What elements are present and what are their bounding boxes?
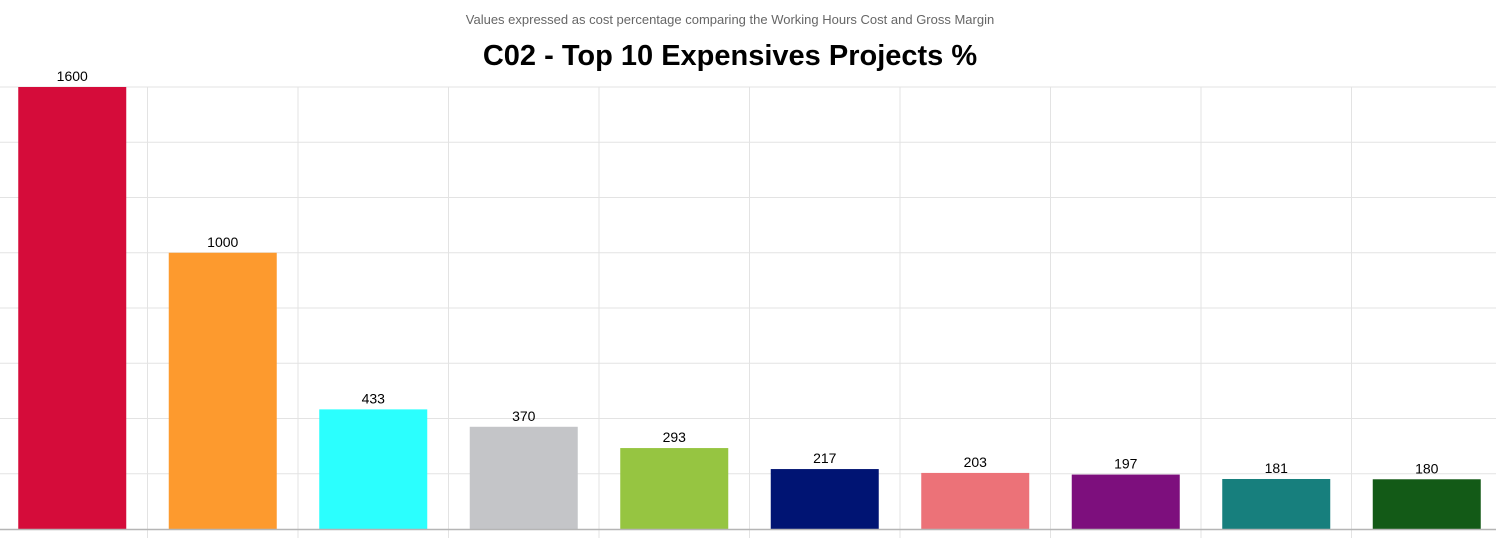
bar[interactable] bbox=[1222, 478, 1331, 529]
bar[interactable] bbox=[1071, 474, 1180, 529]
bar-value-label: 217 bbox=[813, 450, 837, 466]
bar-value-label: 293 bbox=[663, 429, 687, 445]
chart-title: C02 - Top 10 Expensives Projects % bbox=[482, 40, 978, 72]
bar[interactable] bbox=[319, 409, 428, 529]
bar-value-label: 197 bbox=[1114, 456, 1138, 472]
bar[interactable] bbox=[921, 472, 1030, 529]
bar[interactable] bbox=[770, 469, 879, 529]
data-labels: 1600 1000 433 370 293 217 203 197 181 180 bbox=[57, 68, 1439, 476]
bar-value-label: 433 bbox=[362, 390, 386, 406]
bar[interactable] bbox=[1372, 479, 1481, 529]
chart-subtitle: Values expressed as cost percentage comp… bbox=[465, 12, 995, 27]
bar[interactable] bbox=[18, 87, 127, 529]
bar-value-label: 1600 bbox=[57, 68, 88, 84]
bar-value-label: 180 bbox=[1415, 460, 1439, 476]
bar[interactable] bbox=[620, 448, 729, 529]
bar-value-label: 181 bbox=[1265, 460, 1289, 476]
bar[interactable] bbox=[168, 252, 277, 529]
bars bbox=[18, 87, 1481, 529]
bar-value-label: 370 bbox=[512, 408, 536, 424]
bar[interactable] bbox=[469, 426, 578, 529]
bar-value-label: 203 bbox=[964, 454, 988, 470]
bar-value-label: 1000 bbox=[207, 234, 238, 250]
